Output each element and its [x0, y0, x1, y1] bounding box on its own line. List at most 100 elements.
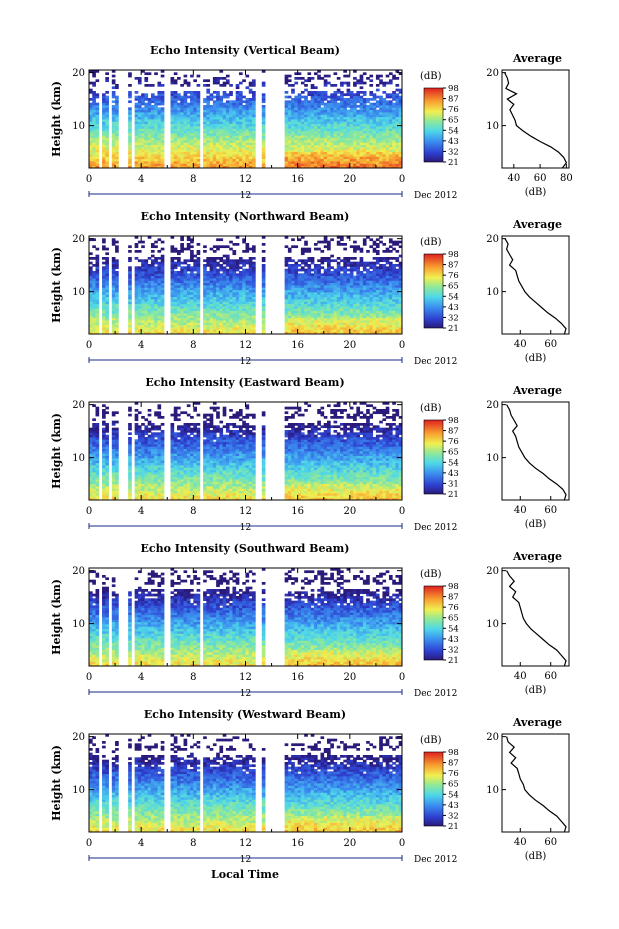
heatmap-cell	[102, 112, 106, 115]
heatmap-cell	[115, 280, 119, 284]
heatmap-cell	[388, 79, 393, 83]
heatmap-cell	[95, 322, 100, 326]
heatmap-cell	[245, 317, 250, 321]
heatmap-cell	[343, 289, 347, 293]
heatmap-cell	[320, 278, 325, 281]
heatmap-cell	[307, 100, 312, 104]
heatmap-cell	[193, 280, 197, 284]
heatmap-cell	[196, 243, 201, 246]
heatmap-cell	[359, 81, 364, 85]
heatmap-cell	[304, 287, 308, 291]
heatmap-cell	[219, 289, 224, 293]
heatmap-cell	[150, 310, 155, 314]
heatmap-cell	[154, 315, 158, 319]
heatmap-cell	[180, 329, 184, 333]
heatmap-cell	[150, 289, 155, 293]
heatmap-cell	[242, 301, 246, 305]
heatmap-cell	[235, 84, 240, 87]
heatmap-cell	[372, 112, 377, 115]
heatmap-cell	[261, 322, 266, 326]
heatmap-cell	[180, 107, 184, 111]
heatmap-cell	[222, 329, 227, 333]
heatmap-cell	[157, 261, 162, 265]
heatmap-cell	[343, 301, 347, 305]
heatmap-cell	[346, 84, 351, 87]
heatmap-cell	[310, 137, 315, 141]
heatmap-cell	[144, 313, 149, 316]
heatmap-cell	[92, 114, 96, 118]
heatmap-cell	[183, 142, 188, 146]
heatmap-cell	[219, 280, 224, 284]
heatmap-cell	[102, 130, 106, 134]
heatmap-cell	[385, 149, 390, 153]
heatmap-cell	[212, 158, 217, 162]
heatmap-cell	[89, 128, 93, 132]
heatmap-cell	[313, 102, 318, 106]
heatmap-cell	[134, 294, 139, 298]
heatmap-cell	[356, 154, 361, 157]
heatmap-cell	[180, 133, 184, 136]
heatmap-cell	[154, 322, 158, 326]
heatmap-cell	[173, 140, 178, 143]
heatmap-cell	[300, 301, 305, 305]
heatmap-cell	[232, 273, 237, 277]
heatmap-cell	[330, 320, 334, 323]
heatmap-cell	[340, 140, 344, 143]
heatmap-cell	[190, 240, 194, 244]
heatmap-cell	[137, 158, 142, 162]
heatmap-cell	[300, 322, 305, 326]
heatmap-cell	[229, 329, 233, 333]
heatmap-cell	[284, 109, 289, 113]
heatmap-cell	[284, 154, 289, 157]
heatmap-cell	[232, 278, 237, 281]
heatmap-cell	[310, 91, 315, 94]
heatmap-cell	[261, 264, 266, 267]
heatmap-cell	[157, 250, 162, 253]
heatmap-cell	[359, 306, 364, 309]
heatmap-cell	[177, 123, 181, 127]
heatmap-cell	[193, 322, 197, 326]
heatmap-cell	[398, 163, 403, 167]
heatmap-cell	[310, 116, 315, 120]
heatmap-cell	[291, 147, 295, 150]
heatmap-cell	[216, 135, 220, 139]
heatmap-cell	[336, 77, 341, 80]
heatmap-cell	[359, 161, 364, 164]
heatmap-cell	[147, 98, 152, 101]
heatmap-cell	[212, 95, 217, 99]
heatmap-cell	[225, 320, 230, 323]
heatmap-cell	[291, 292, 295, 295]
heatmap-cell	[261, 84, 266, 87]
heatmap-cell	[349, 154, 354, 157]
heatmap-cell	[248, 98, 253, 101]
heatmap-cell	[261, 93, 266, 97]
heatmap-cell	[388, 102, 393, 106]
heatmap-cell	[134, 151, 139, 155]
heatmap-cell	[190, 130, 194, 134]
heatmap-cell	[177, 285, 181, 288]
heatmap-cell	[317, 273, 321, 277]
heatmap-cell	[245, 287, 250, 291]
heatmap-cell	[356, 322, 361, 326]
heatmap-cell	[225, 299, 230, 302]
heatmap-cell	[320, 100, 325, 104]
heatmap-cell	[398, 151, 403, 155]
heatmap-cell	[154, 154, 158, 157]
heatmap-cell	[177, 140, 181, 143]
heatmap-cell	[359, 105, 364, 108]
heatmap-cell	[177, 322, 181, 326]
heatmap-cell	[340, 100, 344, 104]
heatmap-cell	[154, 324, 158, 328]
heatmap-cell	[183, 144, 188, 148]
heatmap-cell	[340, 158, 344, 162]
heatmap-cell	[177, 161, 181, 164]
heatmap-cell	[242, 140, 246, 143]
heatmap-cell	[372, 142, 377, 146]
heatmap-cell	[232, 156, 237, 160]
heatmap-cell	[359, 324, 364, 328]
heatmap-cell	[300, 287, 305, 291]
heatmap-cell	[248, 142, 253, 146]
heatmap-cell	[196, 250, 201, 253]
heatmap-cell	[313, 310, 318, 314]
heatmap-cell	[336, 317, 341, 321]
